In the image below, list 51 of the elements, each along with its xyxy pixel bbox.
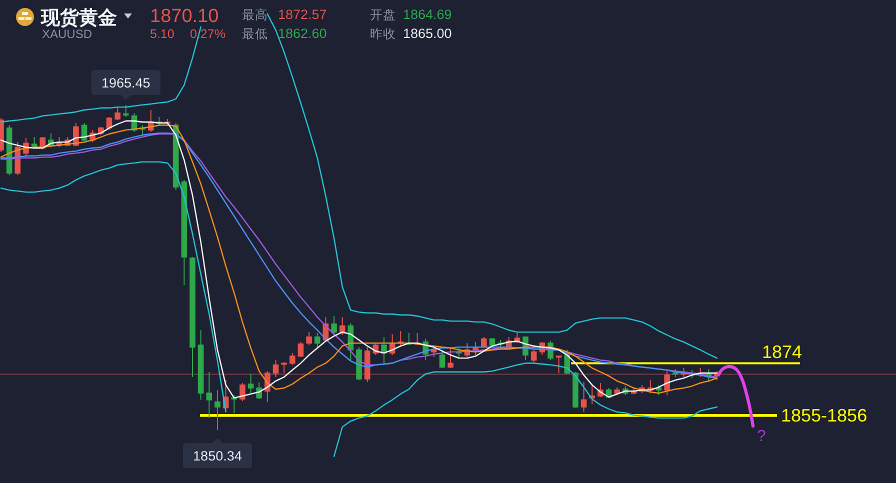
candlestick <box>190 256 196 378</box>
candlestick <box>272 360 279 378</box>
text: 最低 <box>242 27 268 41</box>
candlestick <box>240 382 246 402</box>
candlestick <box>331 316 337 336</box>
candlestick <box>206 371 212 418</box>
callout: 1965.45 <box>91 70 160 100</box>
annotation: 1965.45 <box>101 76 150 90</box>
chart-title: 现货黄金 <box>40 7 117 29</box>
candlestick <box>231 394 238 414</box>
text: 1865.00 <box>403 26 452 41</box>
candlestick <box>181 179 188 286</box>
text: 1864.69 <box>403 7 452 22</box>
candlestick <box>439 349 446 368</box>
candlestick <box>706 368 712 383</box>
candlestick <box>214 390 220 430</box>
candlestick <box>290 352 296 366</box>
candlestick <box>480 336 487 348</box>
band-label: 1855-1856 <box>781 405 868 426</box>
candlestick <box>614 386 620 396</box>
candlestick <box>530 349 537 363</box>
candlestick <box>431 346 437 358</box>
candlestick <box>31 136 38 149</box>
candlestick <box>314 332 320 348</box>
candlestick <box>298 342 304 358</box>
text: 1872.57 <box>278 7 327 22</box>
text: 1862.60 <box>278 26 327 41</box>
annotation: 1850.34 <box>193 448 242 464</box>
candlestick <box>656 384 662 396</box>
candlestick <box>281 362 287 374</box>
text: 5.10 <box>150 27 174 41</box>
text: 昨收 <box>370 27 396 41</box>
candlestick <box>664 369 670 396</box>
candlestick <box>114 106 120 121</box>
candlestick <box>381 336 387 364</box>
candlestick <box>122 104 129 118</box>
candlestick <box>448 347 454 368</box>
candlestick <box>556 356 562 374</box>
text: 最高 <box>242 7 268 22</box>
callout: 1850.34 <box>182 438 252 468</box>
candlestick <box>472 342 478 356</box>
candlestick <box>248 373 254 394</box>
text: ? <box>757 428 766 445</box>
candlestick <box>198 330 204 400</box>
ref-line-label: 1874 <box>762 342 802 362</box>
candlestick <box>306 332 312 346</box>
candlestick <box>580 382 587 413</box>
candlestick <box>572 371 578 408</box>
text: 1870.10 <box>150 6 219 27</box>
text: 开盘 <box>370 8 396 22</box>
chart-subtitle: XAUUSD <box>42 27 92 41</box>
